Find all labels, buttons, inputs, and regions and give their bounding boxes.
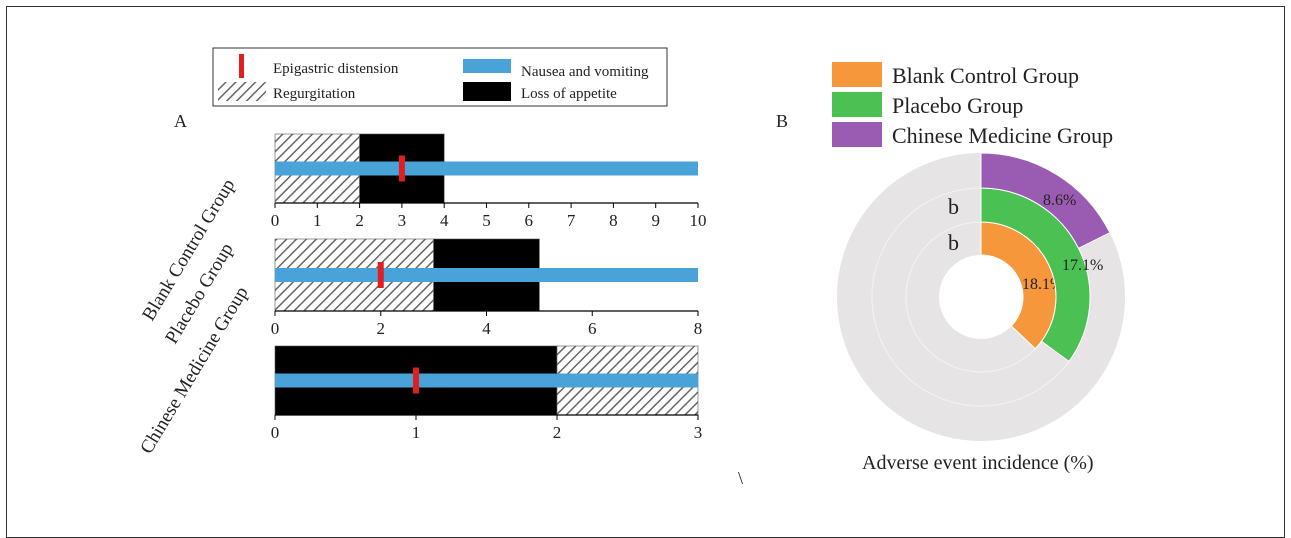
ring-hole: [939, 255, 1023, 339]
tick-label: 0: [271, 319, 280, 338]
figure-canvas: Epigastric distension Nausea and vomitin…: [136, 47, 1125, 488]
blank-legend-swatch: [832, 62, 882, 87]
tick-label: 6: [588, 319, 597, 338]
bar-panels: 0 1 2 3 4 5 6 7 8 9 10 0 2 4 6 8 0 1 2 3: [271, 133, 707, 442]
epigastric-distension-mark: [413, 367, 419, 394]
tick-label: 4: [482, 319, 491, 338]
tick-label: 2: [553, 423, 562, 442]
legend-a-label: Nausea and vomiting: [521, 64, 649, 80]
epigastric-distension-mark: [377, 262, 384, 288]
data-label: 8.6%: [1043, 192, 1076, 209]
nausea-vomiting-bar: [275, 161, 698, 176]
panel-label-b: B: [776, 111, 788, 131]
legend-b-label: Chinese Medicine Group: [892, 123, 1113, 148]
tick-label: 2: [377, 319, 386, 338]
tick-label: 0: [271, 423, 280, 442]
pie-title: Adverse event incidence (%): [862, 452, 1094, 474]
data-label: 17.1%: [1062, 257, 1103, 274]
stray-mark: \: [738, 468, 743, 488]
tick-label: 1: [313, 211, 322, 230]
legend-a-label: Loss of appetite: [521, 86, 617, 102]
data-label: 18.1%: [1022, 276, 1063, 293]
legend-b-label: Blank Control Group: [892, 63, 1079, 88]
tick-label: 3: [694, 423, 703, 442]
tick-label: 1: [412, 423, 421, 442]
epigastric-legend-icon: [239, 54, 244, 78]
nausea-vomiting-bar: [275, 373, 698, 388]
tick-label: 6: [525, 211, 534, 230]
significance-mark: b: [948, 194, 959, 219]
tick-label: 8: [694, 319, 703, 338]
chinese-medicine-ring: [980, 152, 1111, 249]
epigastric-distension-mark: [398, 155, 405, 182]
legend-a-label: Epigastric distension: [273, 61, 399, 77]
chinese-legend-swatch: [832, 122, 882, 147]
tick-label: 8: [609, 211, 618, 230]
nausea-vomiting-bar: [275, 268, 698, 282]
regurgitation-legend-icon: [218, 82, 266, 101]
tick-label: 7: [567, 211, 576, 230]
tick-label: 4: [440, 211, 449, 230]
nausea-legend-icon: [463, 59, 511, 73]
tick-label: 5: [482, 211, 491, 230]
placebo-legend-swatch: [832, 92, 882, 117]
legend-b-label: Placebo Group: [892, 93, 1023, 118]
legend-a-label: Regurgitation: [273, 86, 356, 102]
tick-label: 2: [355, 211, 364, 230]
legend-b: Blank Control Group Placebo Group Chines…: [832, 62, 1113, 148]
tick-label: 9: [651, 211, 660, 230]
panel-label-a: A: [174, 111, 187, 131]
legend-a: Epigastric distension Nausea and vomitin…: [212, 47, 668, 107]
tick-label: 0: [271, 211, 280, 230]
tick-label: 3: [398, 211, 407, 230]
loss-legend-icon: [463, 82, 511, 101]
legend-a-box: [212, 47, 668, 107]
radial-chart: 18.1% 17.1% 8.6% bb: [837, 152, 1125, 441]
significance-mark: b: [948, 230, 959, 255]
tick-label: 10: [690, 211, 707, 230]
